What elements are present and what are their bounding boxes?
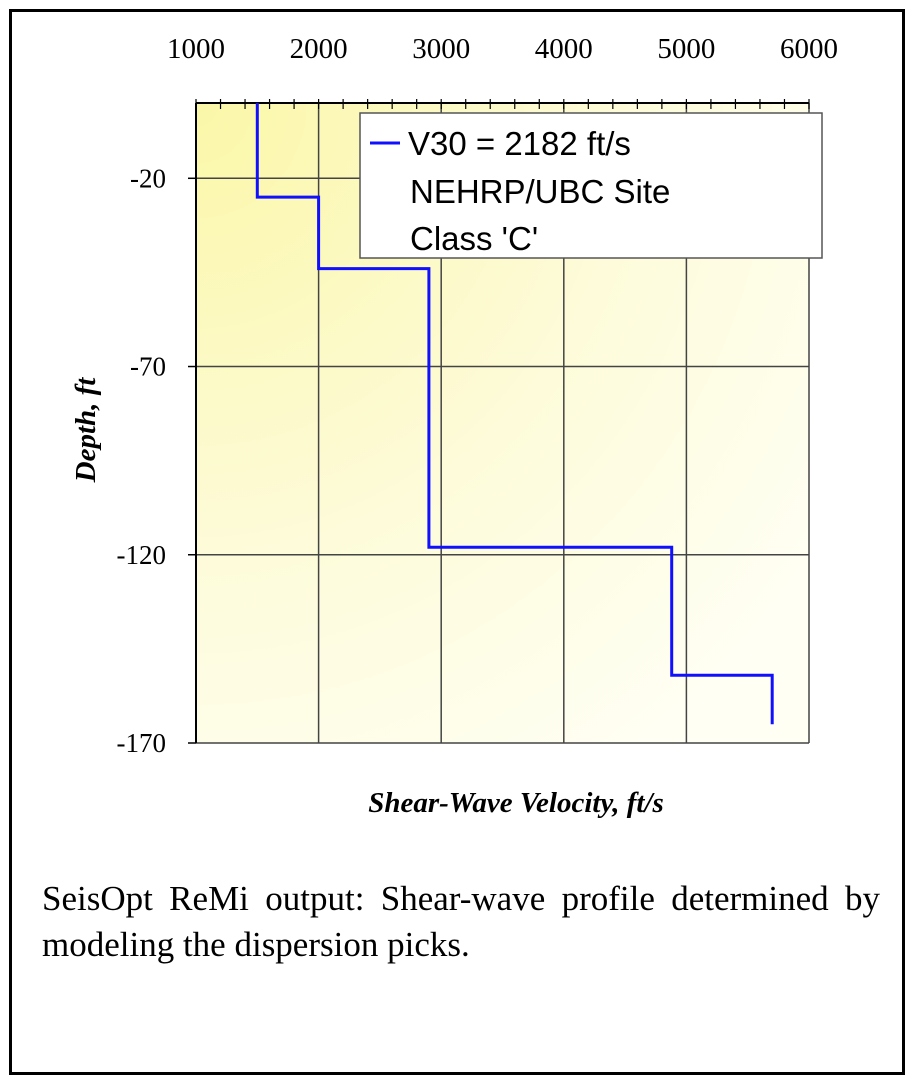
velocity-profile-line bbox=[255, 103, 774, 725]
y-tick-label: -170 bbox=[117, 728, 167, 758]
x-tick-label: 4000 bbox=[535, 33, 593, 65]
legend-line-3: Class 'C' bbox=[410, 220, 538, 257]
x-tick-label: 6000 bbox=[780, 33, 838, 65]
x-tick-label: 2000 bbox=[290, 33, 348, 65]
shear-wave-chart: 1000 2000 3000 4000 5000 6000 -20-70-120-170 … bbox=[70, 33, 838, 819]
legend-line-1: V30 = 2182 ft/s bbox=[408, 125, 631, 162]
x-tick-label: 3000 bbox=[412, 33, 470, 65]
x-axis-label: Shear-Wave Velocity, ft/s bbox=[368, 787, 664, 819]
figure-caption: SeisOpt ReMi output: Shear-wave profile … bbox=[42, 879, 880, 964]
y-axis-label: Depth, ft bbox=[70, 377, 102, 484]
y-tick-label: -20 bbox=[130, 163, 166, 193]
y-tick-label: -70 bbox=[130, 352, 166, 382]
legend-box bbox=[359, 112, 823, 259]
y-tick-label: -120 bbox=[117, 540, 167, 570]
legend-line-2: NEHRP/UBC Site bbox=[410, 173, 670, 210]
x-tick-label: 5000 bbox=[657, 33, 715, 65]
legend: V30 = 2182 ft/s NEHRP/UBC Site Class 'C' bbox=[359, 112, 823, 259]
x-tick-label: 1000 bbox=[167, 33, 225, 65]
